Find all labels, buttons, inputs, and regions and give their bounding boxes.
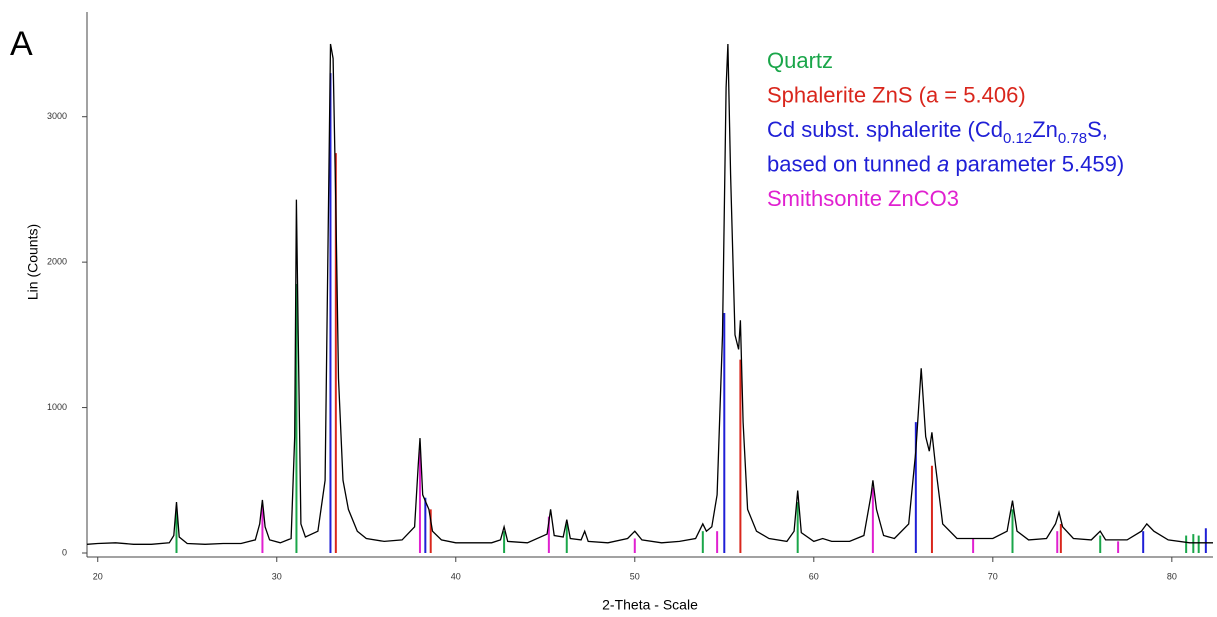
y-axis-label: Lin (Counts) xyxy=(25,224,41,300)
legend-text-run: parameter 5.459) xyxy=(949,151,1124,176)
x-tick-label: 80 xyxy=(1167,571,1177,581)
x-tick-label: 20 xyxy=(93,571,103,581)
y-tick-label: 3000 xyxy=(47,111,67,121)
legend-text-run: Zn xyxy=(1032,117,1058,142)
panel-label: A xyxy=(10,25,33,63)
legend-entry: Sphalerite ZnS (a = 5.406) xyxy=(767,82,1026,107)
legend-text-run: a xyxy=(937,151,949,176)
x-axis-label: 2-Theta - Scale xyxy=(602,597,698,613)
x-tick-label: 50 xyxy=(630,571,640,581)
x-tick-label: 40 xyxy=(451,571,461,581)
x-tick-label: 30 xyxy=(272,571,282,581)
legend-text-run: based on tunned xyxy=(767,151,937,176)
legend-entry: Smithsonite ZnCO3 xyxy=(767,186,959,211)
x-tick-label: 60 xyxy=(809,571,819,581)
pattern-line xyxy=(86,43,1213,545)
legend-entry: Cd subst. sphalerite (Cd0.12Zn0.78S, xyxy=(767,117,1108,148)
legend-entry: Quartz xyxy=(767,48,833,73)
legend-text-run: 0.12 xyxy=(1003,130,1032,147)
legend-entry: based on tunned a parameter 5.459) xyxy=(767,151,1124,176)
y-tick-label: 1000 xyxy=(47,402,67,412)
legend-text-run: Cd subst. sphalerite (Cd xyxy=(767,117,1003,142)
legend-text-run: 0.78 xyxy=(1058,130,1087,147)
y-tick-label: 0 xyxy=(62,547,67,557)
legend-text-run: S, xyxy=(1087,117,1108,142)
y-tick-label: 2000 xyxy=(47,257,67,267)
x-tick-label: 70 xyxy=(988,571,998,581)
